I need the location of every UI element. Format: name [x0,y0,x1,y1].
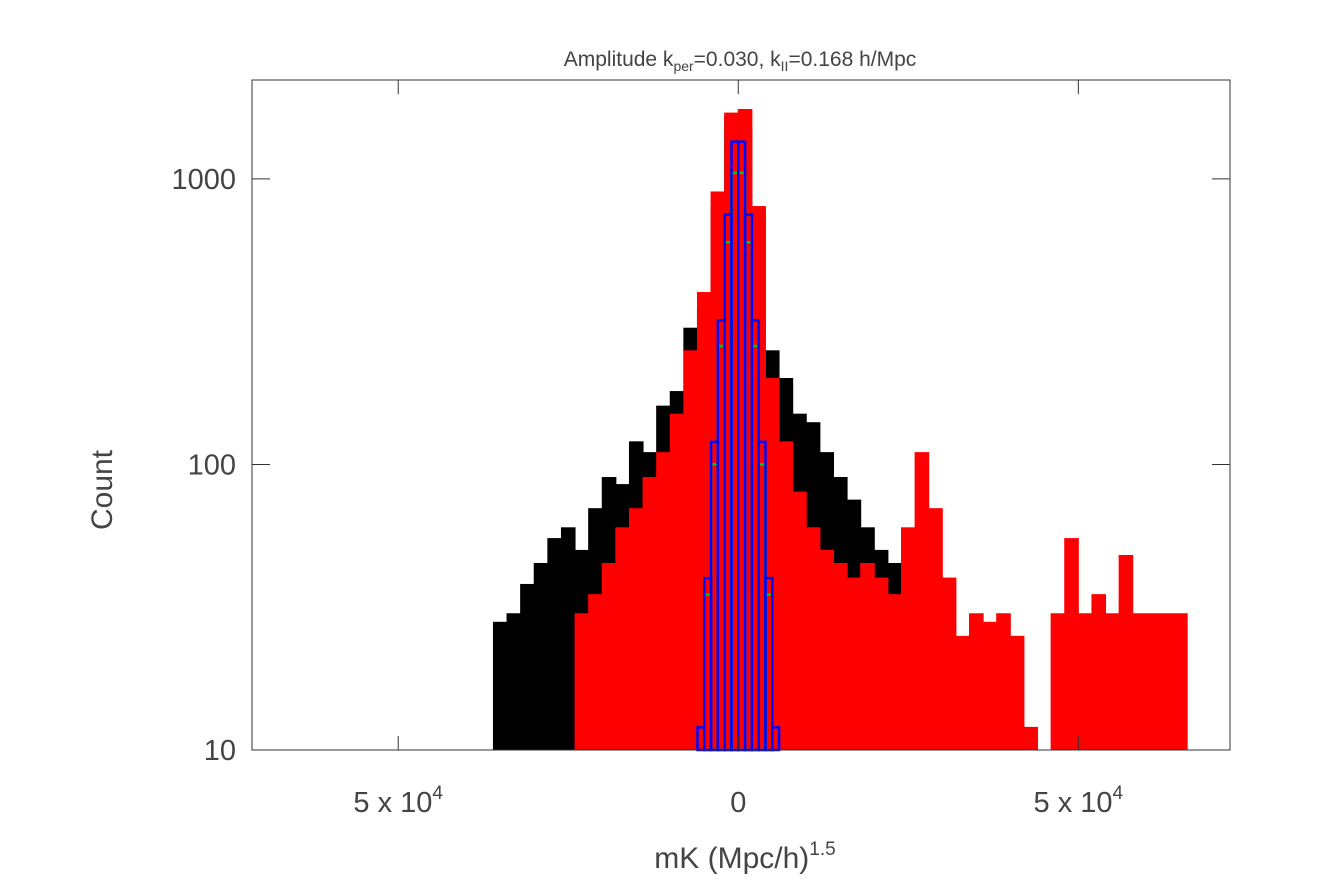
histogram-bar [1132,613,1147,751]
x-tick-label-text: 5 x 10 [1034,787,1113,819]
histogram-bar [1091,594,1107,751]
y-axis-label: Count [86,449,119,530]
histogram-bar [601,562,617,751]
title-text: =0.168 h/Mpc [788,48,916,71]
plot-frame [251,79,1231,751]
histogram-bar [819,549,834,751]
chart-title: Amplitude kper=0.030, kII=0.168 h/Mpc [564,48,917,74]
histogram-bar [628,508,644,751]
x-axis-label-sup: 1.5 [809,839,835,860]
histogram-bar [547,538,562,751]
histogram-bar [805,527,821,751]
y-tick-label: 10 [204,735,236,767]
histogram-bar [520,583,535,751]
histogram-bar [955,635,971,751]
histogram-bar [588,594,603,751]
histogram-bar [656,452,671,751]
histogram-bar [996,613,1011,751]
histogram-bar [1105,613,1120,751]
title-text: =0.030, k [694,48,781,71]
title-subscript: per [673,58,694,74]
x-tick-label: 0 [730,787,746,819]
histogram-bar [642,477,658,751]
y-tick-label: 100 [188,449,236,481]
histogram-bar [778,441,794,751]
histogram-bar [1145,613,1161,751]
x-tick-label: 5 x 104 [1034,783,1124,819]
histogram-bar [969,613,984,751]
x-tick-label: 5 x 104 [353,783,443,819]
y-tick-label: 1000 [171,164,236,196]
x-tick-label-exponent: 4 [432,783,443,804]
histogram-bar [669,413,685,751]
histogram-bar [901,527,916,751]
x-axis-label-text: mK (Mpc/h) [654,842,809,875]
histogram-bar [1050,613,1066,751]
histogram-bar [1077,613,1093,751]
histogram-bar [574,613,590,751]
x-tick-label-exponent: 4 [1113,783,1124,804]
histogram-bar [1159,613,1175,751]
histogram-bar [860,562,875,751]
histogram-bar [846,577,862,751]
histogram-bar [792,491,807,751]
histogram-bar [941,577,957,751]
x-axis-label: mK (Mpc/h)1.5 [654,839,835,875]
histogram-bar [615,527,630,751]
histogram-bar [1023,726,1039,751]
histogram-bar [1064,538,1079,751]
histogram-bar [683,350,698,751]
x-tick-label-text: 5 x 10 [353,787,432,819]
histogram-bar [873,577,889,751]
plot-area [492,109,1188,752]
histogram-bar [914,452,930,751]
histogram-bar [928,508,943,751]
histogram-bar [1173,613,1188,751]
histogram-bar [982,621,998,751]
title-text: Amplitude k [564,48,674,71]
title-subscript: II [781,58,789,74]
histogram-bar [1118,554,1134,751]
histogram-bar [1009,635,1025,751]
histogram-bar [832,562,848,751]
histogram-bar [887,594,903,751]
histogram-bar [533,562,549,751]
histogram-bar [492,621,508,751]
histogram-bar [506,613,522,751]
histogram-bar [560,527,576,751]
